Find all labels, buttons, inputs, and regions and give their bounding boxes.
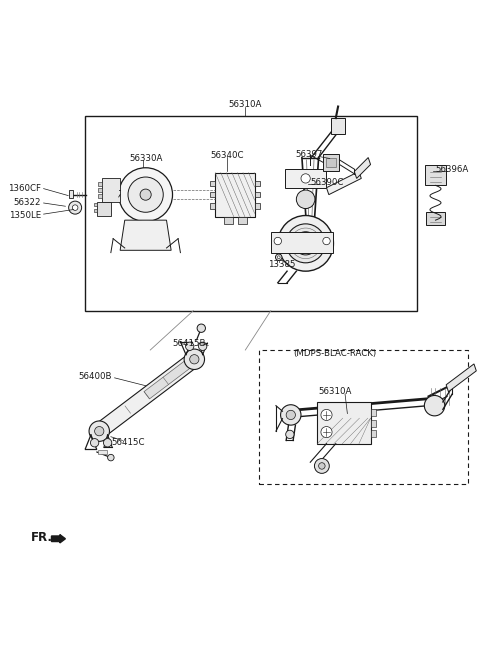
Text: 13385: 13385 — [268, 260, 295, 269]
Circle shape — [72, 205, 78, 210]
Circle shape — [321, 410, 332, 421]
FancyArrow shape — [51, 535, 65, 543]
Bar — [326, 158, 336, 167]
Bar — [254, 203, 260, 208]
Bar — [210, 192, 215, 197]
Text: (MDPS-BLAC-RACK): (MDPS-BLAC-RACK) — [293, 349, 376, 358]
Polygon shape — [144, 356, 197, 399]
Circle shape — [286, 430, 294, 439]
Bar — [254, 192, 260, 197]
Circle shape — [301, 239, 310, 248]
Text: 56330A: 56330A — [129, 154, 162, 163]
Text: 56310A: 56310A — [318, 387, 351, 397]
Circle shape — [197, 324, 205, 332]
Circle shape — [140, 189, 151, 200]
Bar — [285, 169, 326, 188]
Circle shape — [277, 256, 280, 259]
Text: 56396A: 56396A — [435, 165, 469, 174]
Bar — [239, 217, 247, 224]
Bar — [371, 419, 376, 426]
Text: 56310A: 56310A — [228, 100, 262, 109]
Bar — [94, 208, 97, 212]
Text: 56397: 56397 — [296, 151, 323, 159]
Circle shape — [184, 349, 204, 369]
Polygon shape — [95, 353, 199, 437]
Polygon shape — [446, 364, 476, 392]
Circle shape — [185, 342, 194, 350]
Circle shape — [276, 254, 282, 260]
Circle shape — [424, 395, 445, 416]
Bar — [85, 116, 417, 311]
Bar — [254, 180, 260, 186]
Bar — [210, 203, 215, 208]
Circle shape — [286, 224, 325, 263]
Circle shape — [128, 177, 163, 212]
Circle shape — [69, 201, 82, 214]
Circle shape — [286, 410, 295, 419]
Bar — [323, 154, 339, 171]
Circle shape — [103, 439, 112, 447]
Bar — [94, 202, 97, 206]
Bar — [102, 178, 120, 202]
Circle shape — [89, 421, 109, 441]
Circle shape — [314, 459, 329, 473]
Text: 56415B: 56415B — [172, 339, 206, 348]
Circle shape — [190, 354, 199, 364]
Bar — [426, 212, 445, 225]
Circle shape — [319, 463, 325, 469]
Bar — [425, 164, 446, 186]
Bar — [371, 430, 376, 437]
Circle shape — [278, 215, 334, 271]
Text: 56415C: 56415C — [112, 438, 145, 447]
Circle shape — [90, 439, 99, 447]
Bar — [331, 118, 345, 134]
Circle shape — [321, 426, 332, 437]
Text: 56322: 56322 — [14, 197, 41, 206]
Circle shape — [323, 238, 330, 245]
Polygon shape — [354, 158, 371, 178]
Text: 1350LE: 1350LE — [9, 210, 41, 219]
Polygon shape — [120, 220, 171, 251]
Circle shape — [108, 454, 114, 461]
Bar — [98, 182, 102, 186]
Circle shape — [95, 426, 104, 435]
Text: 1360CF: 1360CF — [8, 184, 41, 193]
Circle shape — [199, 342, 207, 350]
Circle shape — [294, 232, 317, 255]
Bar — [210, 180, 215, 186]
Bar — [259, 350, 468, 485]
Circle shape — [296, 190, 315, 208]
Text: 56400B: 56400B — [79, 372, 112, 381]
Circle shape — [301, 174, 310, 183]
Bar — [371, 410, 376, 416]
Bar — [215, 173, 254, 217]
Bar — [97, 202, 111, 215]
Polygon shape — [326, 171, 361, 195]
Text: 56390C: 56390C — [310, 178, 344, 187]
Text: 56340C: 56340C — [210, 151, 243, 160]
Circle shape — [281, 405, 301, 425]
Bar — [317, 402, 371, 444]
Bar — [69, 190, 73, 198]
Bar — [98, 450, 107, 454]
Bar — [98, 188, 102, 192]
Bar — [98, 193, 102, 199]
Bar — [225, 217, 233, 224]
Text: FR.: FR. — [31, 532, 53, 545]
Circle shape — [119, 167, 172, 221]
Bar — [271, 232, 334, 252]
Circle shape — [274, 238, 281, 245]
